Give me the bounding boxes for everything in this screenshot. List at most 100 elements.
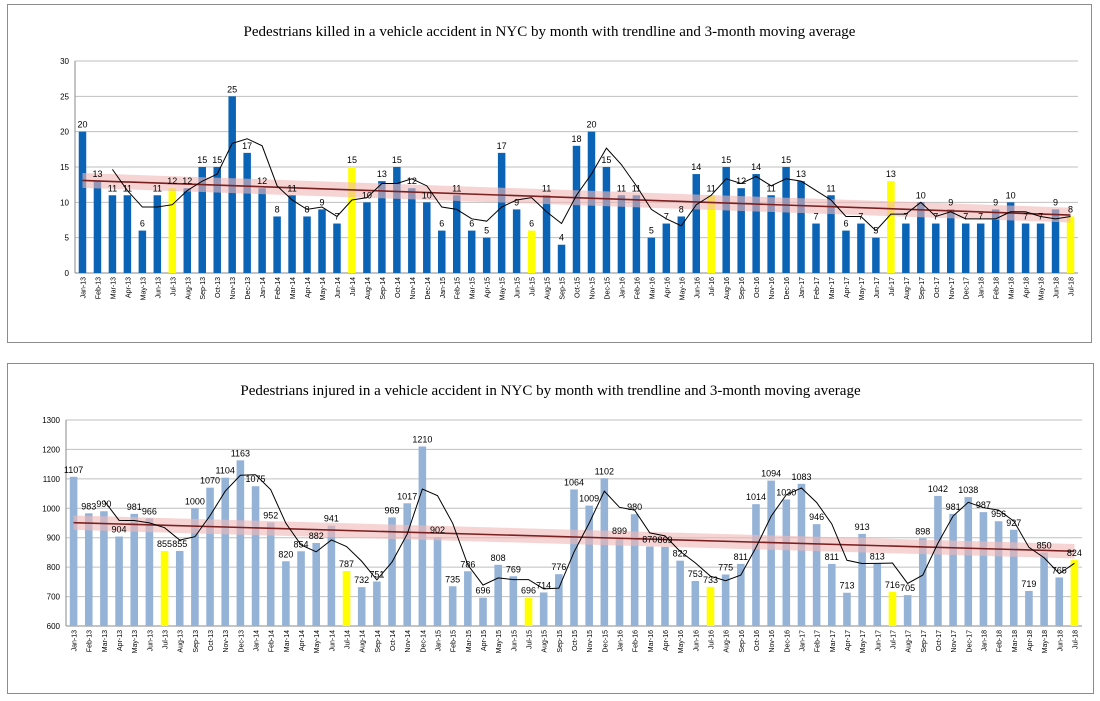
injured-x-tick-label: Jun-14 xyxy=(329,630,336,652)
injured-bar xyxy=(479,597,487,626)
injured-x-tick-label: Aug-13 xyxy=(178,630,185,653)
killed-data-label: 8 xyxy=(679,204,684,214)
killed-x-tick-label: Jul-18 xyxy=(1069,277,1076,296)
killed-bar xyxy=(812,223,820,273)
killed-bar xyxy=(827,195,835,273)
killed-bar xyxy=(213,167,221,273)
injured-x-tick-label: Nov-13 xyxy=(223,630,230,653)
killed-x-tick-label: Apr-17 xyxy=(844,277,851,298)
killed-data-label: 11 xyxy=(766,183,775,193)
killed-bar xyxy=(842,230,850,273)
injured-data-label: 787 xyxy=(339,559,354,569)
killed-bar xyxy=(752,174,760,273)
injured-x-tick-label: Nov-15 xyxy=(587,630,594,653)
injured-data-label: 713 xyxy=(839,581,854,591)
injured-data-label: 854 xyxy=(294,539,309,549)
injured-data-label: 1107 xyxy=(64,465,83,475)
killed-bar xyxy=(947,209,955,273)
killed-data-label: 12 xyxy=(257,176,267,186)
killed-x-tick-label: Sep-13 xyxy=(200,277,207,300)
killed-bar xyxy=(872,237,880,273)
injured-data-label: 1094 xyxy=(761,469,781,479)
killed-trendline xyxy=(82,179,1071,216)
injured-x-tick-label: Apr-13 xyxy=(117,630,124,651)
injured-bar xyxy=(448,586,457,626)
chart-panel-killed: Pedestrians killed in a vehicle accident… xyxy=(7,4,1092,343)
killed-bar xyxy=(273,216,281,273)
injured-data-label: 765 xyxy=(1052,565,1067,575)
killed-x-tick-label: Aug-15 xyxy=(545,277,552,300)
injured-x-tick-label: Mar-18 xyxy=(1012,630,1019,652)
killed-bar xyxy=(707,195,715,273)
killed-data-label: 9 xyxy=(948,197,953,207)
injured-data-label: 775 xyxy=(718,563,733,573)
killed-x-tick-label: Oct-17 xyxy=(934,277,941,298)
killed-bar xyxy=(662,223,671,273)
injured-data-label: 870 xyxy=(642,535,657,545)
killed-bar xyxy=(318,209,326,273)
injured-bar xyxy=(600,478,609,626)
killed-bar xyxy=(976,223,985,273)
killed-data-label: 8 xyxy=(1068,204,1073,214)
injured-data-label: 899 xyxy=(612,526,627,536)
killed-data-label: 11 xyxy=(707,183,716,193)
killed-data-label: 6 xyxy=(140,219,145,229)
killed-x-tick-label: May-13 xyxy=(140,277,147,300)
killed-data-label: 7 xyxy=(978,212,983,222)
killed-x-tick-label: Jun-17 xyxy=(874,277,881,299)
killed-data-label: 5 xyxy=(873,226,878,236)
injured-bar xyxy=(661,546,669,626)
injured-x-tick-label: Oct-16 xyxy=(754,630,761,651)
killed-x-tick-label: Aug-13 xyxy=(185,277,192,300)
injured-x-tick-label: May-18 xyxy=(1042,630,1049,653)
injured-bar xyxy=(646,546,654,626)
killed-moving-average-line xyxy=(112,138,1071,232)
injured-data-label: 981 xyxy=(946,502,961,512)
injured-bar xyxy=(100,511,108,626)
killed-bar xyxy=(78,131,87,273)
injured-data-label: 946 xyxy=(809,512,824,522)
injured-x-tick-label: Nov-17 xyxy=(951,630,958,653)
killed-x-tick-label: Jan-17 xyxy=(799,277,806,299)
killed-x-tick-label: Jul-13 xyxy=(170,277,177,296)
injured-data-label: 990 xyxy=(96,499,111,509)
killed-bar xyxy=(123,195,132,273)
killed-data-label: 5 xyxy=(484,226,489,236)
injured-bar xyxy=(1009,529,1018,626)
injured-x-tick-label: May-16 xyxy=(678,630,685,653)
killed-data-label: 15 xyxy=(721,155,731,165)
killed-bar xyxy=(408,188,416,273)
killed-bar xyxy=(917,202,925,273)
killed-bar xyxy=(617,195,626,273)
chart-panel-injured: Pedestrians injured in a vehicle acciden… xyxy=(7,363,1094,694)
killed-y-tick-label: 25 xyxy=(60,92,69,101)
injured-bar xyxy=(145,518,154,626)
killed-x-tick-label: Jul-14 xyxy=(350,277,357,296)
injured-bar xyxy=(84,513,93,626)
injured-bar xyxy=(342,570,351,626)
killed-y-tick-label: 0 xyxy=(65,269,70,278)
injured-y-tick-label: 800 xyxy=(47,563,61,572)
killed-x-tick-label: Jun-15 xyxy=(515,277,522,299)
killed-x-tick-label: Dec-14 xyxy=(425,277,432,300)
injured-x-tick-label: Nov-14 xyxy=(405,630,412,653)
injured-bar xyxy=(706,586,715,626)
killed-x-tick-label: Dec-17 xyxy=(964,277,971,300)
killed-x-tick-label: Mar-16 xyxy=(649,277,656,299)
killed-x-tick-label: Nov-14 xyxy=(410,277,417,300)
injured-bar xyxy=(191,508,199,626)
killed-y-tick-label: 10 xyxy=(60,198,69,207)
injured-data-label: 776 xyxy=(551,562,566,572)
killed-x-tick-label: Nov-16 xyxy=(769,277,776,300)
killed-data-label: 9 xyxy=(319,197,324,207)
injured-x-tick-label: Jun-15 xyxy=(511,630,518,652)
killed-data-label: 11 xyxy=(108,183,117,193)
injured-x-tick-label: Apr-18 xyxy=(1027,630,1034,651)
killed-x-tick-label: Dec-13 xyxy=(245,277,252,300)
killed-x-tick-label: Nov-13 xyxy=(230,277,237,300)
injured-x-tick-label: Aug-16 xyxy=(724,630,731,653)
injured-bar xyxy=(721,574,730,626)
injured-bar xyxy=(843,592,851,626)
injured-bar xyxy=(130,513,139,626)
injured-bar xyxy=(888,591,897,626)
